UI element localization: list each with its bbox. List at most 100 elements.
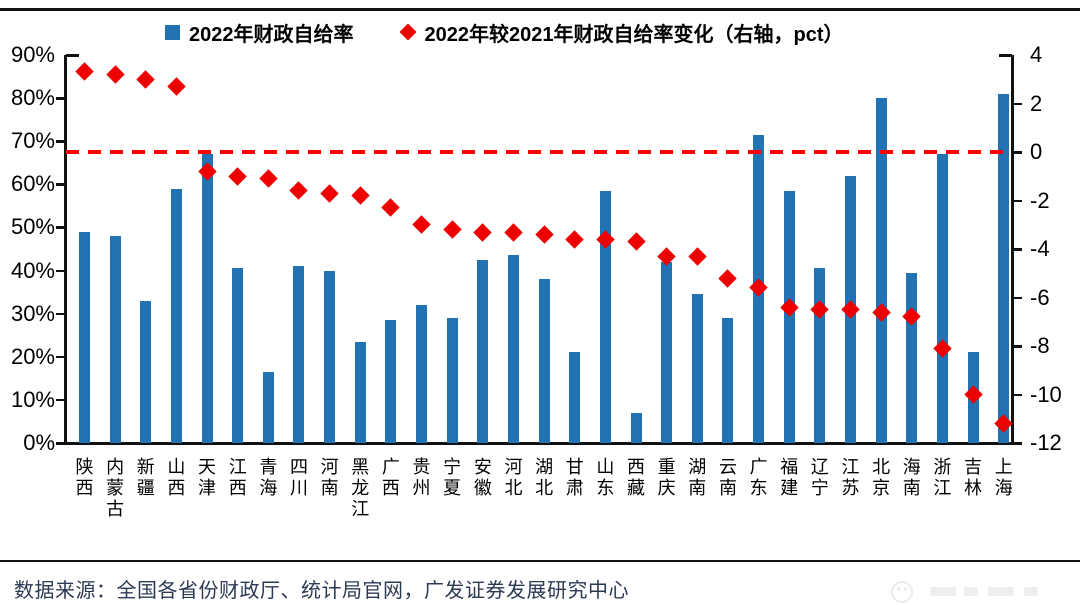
x-axis-label: 天津 [198,457,217,498]
diamond-marker [504,222,523,242]
x-axis-label: 吉林 [964,457,983,498]
bar [232,268,244,443]
left-axis-tick [56,398,65,402]
chart-legend: 2022年财政自给率 2022年较2021年财政自给率变化（右轴，pct） [165,18,843,46]
top-border-line [0,8,1080,11]
bar [783,190,795,443]
diamond-marker [289,181,309,200]
diamond-marker [75,62,94,82]
bar [262,371,274,443]
left-axis-tick-label: 40% [10,257,55,283]
right-axis-tick-label: -10 [1030,381,1062,407]
left-axis-tick-label: 30% [10,300,55,326]
right-axis-tick-label: -8 [1030,333,1050,358]
right-axis-tick-label: -12 [1030,430,1062,455]
x-axis-label: 河北 [504,457,523,498]
bar [201,154,213,443]
right-axis-tick-label: 2 [1030,90,1043,116]
bar [170,188,182,443]
bar [691,294,703,443]
diamond-marker [473,222,493,242]
bar [446,317,458,443]
diamond-marker [320,184,339,203]
left-axis-tick-label: 50% [10,214,55,240]
x-axis-label: 辽宁 [810,457,829,498]
diamond-marker [718,268,738,288]
bar [630,412,642,443]
diamond-marker [167,77,186,96]
bar [998,93,1010,443]
x-axis-label: 山西 [167,457,186,498]
bar [936,154,948,443]
bar [324,270,336,443]
x-axis-label: 福建 [780,457,799,498]
diamond-marker [442,220,462,239]
x-axis-label: 黑龙江 [351,457,370,519]
right-axis-tick [1013,345,1022,348]
right-axis-tick [1013,393,1022,396]
x-axis-label: 安徽 [473,457,492,498]
bar [569,352,581,443]
left-axis-tick [56,442,65,445]
left-axis-tick [56,312,65,316]
diamond-marker [534,225,554,244]
bar [109,236,121,443]
x-axis-label: 云南 [718,457,737,498]
x-axis-label: 江苏 [841,457,860,498]
bottom-border-line [0,560,1080,562]
right-axis-tick [1013,199,1022,202]
right-axis-tick-label: 4 [1030,42,1043,67]
bar [79,231,90,443]
bar [140,300,152,443]
diamond-marker [351,186,370,205]
right-axis-top-tick [999,54,1012,57]
legend-bars-label: 2022年财政自给率 [189,23,354,46]
right-axis-tick-label: 0 [1030,139,1043,164]
x-axis-label: 贵州 [412,457,431,498]
left-axis-top-tick [66,54,79,57]
bar [385,320,397,443]
x-axis-label: 宁夏 [443,457,462,498]
x-axis-label: 湖南 [688,457,707,498]
right-axis-tick-label: -4 [1030,236,1050,261]
right-axis-tick-label: -6 [1030,284,1050,310]
right-axis-tick [1013,151,1022,154]
x-axis-line [64,442,1014,445]
bar [599,190,611,443]
bar [661,261,673,443]
left-axis-tick [56,226,65,229]
legend-bar-swatch-icon [165,24,180,40]
left-axis-tick-label: 0% [23,430,55,455]
left-y-axis-line [64,55,67,445]
x-axis-label: 西藏 [627,457,646,498]
x-axis-label: 重庆 [657,457,676,498]
bar [477,259,489,443]
left-axis-tick-label: 10% [10,386,55,412]
left-axis-tick-label: 80% [10,85,55,111]
left-axis-tick [56,269,65,273]
bar [875,98,887,443]
left-axis-tick-label: 70% [10,128,55,154]
right-axis-tick [1013,102,1022,105]
diamond-marker [565,230,584,249]
diamond-marker [228,167,247,186]
source-note: 数据来源：全国各省份财政厅、统计局官网，广发证券发展研究中心 [14,580,629,602]
left-axis-tick [56,355,65,359]
bar [814,268,826,443]
x-axis-label: 青海 [259,457,278,498]
right-axis-tick [1013,296,1022,299]
diamond-marker [381,198,401,217]
bar [906,272,918,443]
left-axis-tick-label: 20% [10,343,55,369]
diamond-marker [688,247,707,266]
x-axis-label: 甘肃 [565,457,584,498]
x-axis-label: 江西 [228,457,247,498]
x-axis-label: 新疆 [136,457,155,498]
diamond-marker [105,65,125,84]
left-axis-tick [56,140,65,143]
bar [293,266,305,443]
left-axis-tick-label: 60% [10,171,55,197]
x-axis-label: 广西 [381,457,400,498]
diamond-marker [626,232,646,251]
right-axis-tick-label: -2 [1030,187,1050,213]
